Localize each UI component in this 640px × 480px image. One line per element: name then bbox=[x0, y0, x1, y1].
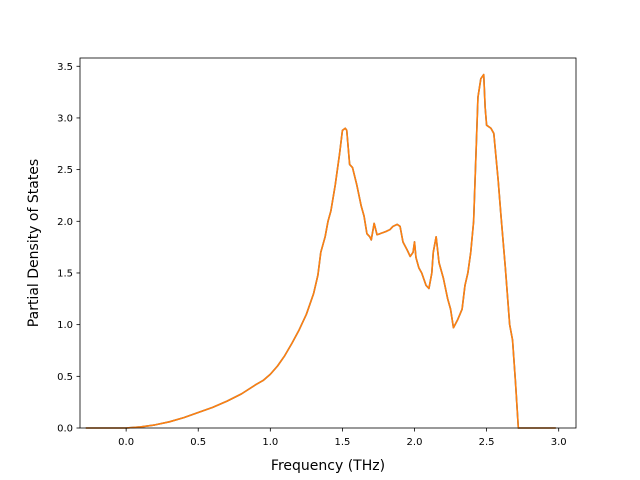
y-tick-label: 2.0 bbox=[57, 217, 73, 228]
x-tick-label: 2.0 bbox=[407, 437, 423, 448]
y-axis-ticks: 0.0 0.5 1.0 1.5 2.0 2.5 3.0 3.5 bbox=[57, 62, 80, 435]
plot-frame bbox=[79, 57, 577, 429]
y-tick-label: 1.5 bbox=[57, 268, 73, 279]
y-tick-label: 3.5 bbox=[57, 62, 73, 73]
y-tick-label: 3.0 bbox=[57, 113, 73, 124]
y-tick-label: 1.0 bbox=[57, 320, 73, 331]
series-line-2 bbox=[85, 73, 556, 429]
x-tick-label: 3.0 bbox=[551, 437, 567, 448]
x-tick-label: 0.5 bbox=[190, 437, 206, 448]
x-tick-label: 2.5 bbox=[479, 437, 495, 448]
series-layer bbox=[85, 73, 556, 429]
y-tick-label: 0.0 bbox=[57, 424, 73, 435]
x-tick-label: 1.0 bbox=[262, 437, 278, 448]
y-axis-label: Partial Density of States bbox=[26, 159, 42, 327]
y-tick-label: 0.5 bbox=[57, 372, 73, 383]
x-tick-label: 0.0 bbox=[118, 437, 134, 448]
y-tick-label: 2.5 bbox=[57, 165, 73, 176]
x-axis-ticks: 0.0 0.5 1.0 1.5 2.0 2.5 3.0 bbox=[118, 428, 567, 448]
x-tick-label: 1.5 bbox=[334, 437, 350, 448]
x-axis-label: Frequency (THz) bbox=[271, 458, 385, 474]
